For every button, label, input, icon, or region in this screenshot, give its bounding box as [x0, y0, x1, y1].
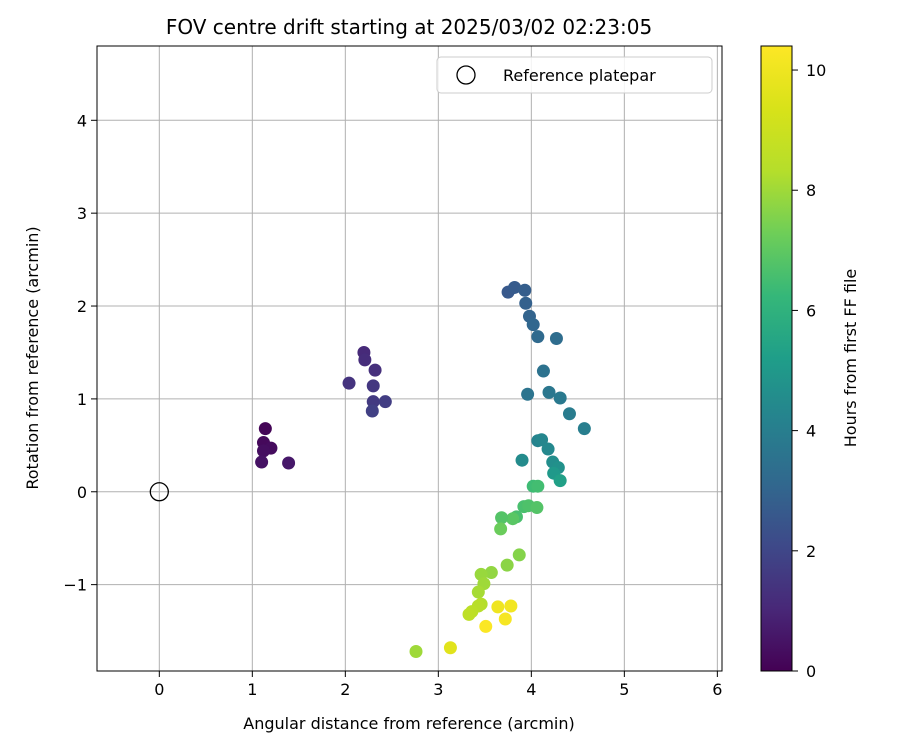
x-axis-label: Angular distance from reference (arcmin)	[243, 714, 574, 733]
scatter-point	[549, 332, 563, 346]
plot-area: 0 1 2 3 4 5 6 −1 0 1 2 3 4	[63, 45, 723, 699]
scatter-points	[255, 280, 591, 658]
x-axis-ticks: 0 1 2 3 4 5 6	[154, 671, 722, 699]
scatter-point	[256, 444, 270, 458]
colorbar-tick-label: 10	[806, 61, 826, 80]
scatter-point	[471, 585, 485, 599]
scatter-point	[366, 379, 380, 393]
scatter-point	[378, 395, 392, 409]
scatter-point	[258, 422, 272, 436]
scatter-point	[342, 376, 356, 390]
legend-marker-open-circle	[456, 65, 476, 85]
x-tick-label: 5	[619, 680, 629, 699]
plot-frame	[96, 45, 723, 672]
x-tick-label: 4	[526, 680, 536, 699]
scatter-point	[531, 330, 545, 344]
reference-point	[149, 482, 169, 502]
scatter-point	[500, 558, 514, 572]
chart-title: FOV centre drift starting at 2025/03/02 …	[166, 15, 652, 39]
scatter-point	[255, 455, 269, 469]
scatter-point	[365, 404, 379, 418]
y-tick-label: 3	[77, 204, 87, 223]
scatter-point	[530, 501, 544, 515]
x-tick-label: 1	[247, 680, 257, 699]
x-tick-label: 6	[712, 680, 722, 699]
scatter-point	[553, 391, 567, 405]
colorbar-tick-label: 8	[806, 181, 816, 200]
scatter-point	[484, 566, 498, 580]
colorbar-tick-label: 2	[806, 542, 816, 561]
y-tick-label: 4	[77, 111, 87, 130]
y-tick-label: −1	[63, 576, 87, 595]
y-tick-label: 2	[77, 297, 87, 316]
scatter-point	[358, 353, 372, 367]
scatter-point	[531, 479, 545, 493]
legend-box	[436, 56, 713, 94]
scatter-point	[526, 318, 540, 332]
scatter-point	[498, 612, 512, 626]
scatter-point	[491, 600, 505, 614]
scatter-point	[494, 522, 508, 536]
colorbar: 0 2 4 6 8 10 Hours from first FF file	[760, 45, 860, 681]
scatter-point	[479, 619, 493, 633]
scatter-point	[506, 512, 520, 526]
scatter-point	[368, 363, 382, 377]
scatter-point	[504, 599, 518, 613]
colorbar-tick-label: 6	[806, 301, 816, 320]
scatter-point	[443, 641, 457, 655]
scatter-point	[462, 607, 476, 621]
y-grid	[97, 119, 722, 586]
x-tick-label: 0	[154, 680, 164, 699]
scatter-point	[542, 385, 556, 399]
scatter-point	[515, 453, 529, 467]
scatter-point	[519, 296, 533, 310]
x-tick-label: 2	[340, 680, 350, 699]
colorbar-ticks: 0 2 4 6 8 10	[792, 61, 826, 681]
scatter-point	[535, 433, 549, 447]
y-tick-label: 0	[77, 483, 87, 502]
y-axis-ticks: −1 0 1 2 3 4	[63, 111, 97, 595]
x-grid	[158, 46, 718, 671]
colorbar-label: Hours from first FF file	[841, 269, 860, 448]
scatter-point	[282, 456, 296, 470]
scatter-point	[512, 548, 526, 562]
legend-label: Reference platepar	[503, 66, 656, 85]
scatter-point	[495, 511, 509, 525]
scatter-point	[508, 280, 522, 294]
colorbar-gradient	[760, 45, 793, 672]
scatter-point	[577, 422, 591, 436]
colorbar-tick-label: 0	[806, 662, 816, 681]
y-tick-label: 1	[77, 390, 87, 409]
colorbar-tick-label: 4	[806, 422, 816, 441]
scatter-point	[409, 644, 423, 658]
legend: Reference platepar	[436, 56, 713, 94]
scatter-point	[536, 364, 550, 378]
x-tick-label: 3	[433, 680, 443, 699]
scatter-point	[518, 283, 532, 297]
scatter-point	[541, 442, 555, 456]
scatter-point	[562, 407, 576, 421]
y-axis-label: Rotation from reference (arcmin)	[23, 226, 42, 489]
scatter-point	[553, 474, 567, 488]
scatter-point	[521, 387, 535, 401]
